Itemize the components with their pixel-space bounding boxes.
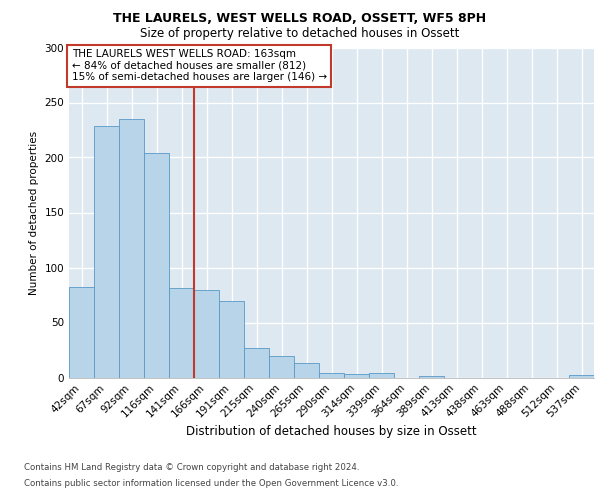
Y-axis label: Number of detached properties: Number of detached properties xyxy=(29,130,39,294)
Bar xyxy=(269,356,294,378)
Bar xyxy=(369,373,394,378)
Bar xyxy=(419,376,444,378)
Bar xyxy=(69,288,94,378)
Bar xyxy=(219,300,244,378)
Bar xyxy=(194,290,219,378)
Bar xyxy=(144,153,169,378)
Bar xyxy=(169,288,194,378)
Bar xyxy=(119,119,144,378)
Bar xyxy=(569,376,594,378)
Text: Size of property relative to detached houses in Ossett: Size of property relative to detached ho… xyxy=(140,28,460,40)
Text: Contains public sector information licensed under the Open Government Licence v3: Contains public sector information licen… xyxy=(24,478,398,488)
Bar xyxy=(344,374,369,378)
Bar xyxy=(294,363,319,378)
Bar xyxy=(94,126,119,378)
Text: Contains HM Land Registry data © Crown copyright and database right 2024.: Contains HM Land Registry data © Crown c… xyxy=(24,464,359,472)
Text: THE LAURELS WEST WELLS ROAD: 163sqm
← 84% of detached houses are smaller (812)
1: THE LAURELS WEST WELLS ROAD: 163sqm ← 84… xyxy=(71,49,327,82)
Text: THE LAURELS, WEST WELLS ROAD, OSSETT, WF5 8PH: THE LAURELS, WEST WELLS ROAD, OSSETT, WF… xyxy=(113,12,487,26)
Bar xyxy=(244,348,269,378)
X-axis label: Distribution of detached houses by size in Ossett: Distribution of detached houses by size … xyxy=(186,425,477,438)
Bar xyxy=(319,373,344,378)
